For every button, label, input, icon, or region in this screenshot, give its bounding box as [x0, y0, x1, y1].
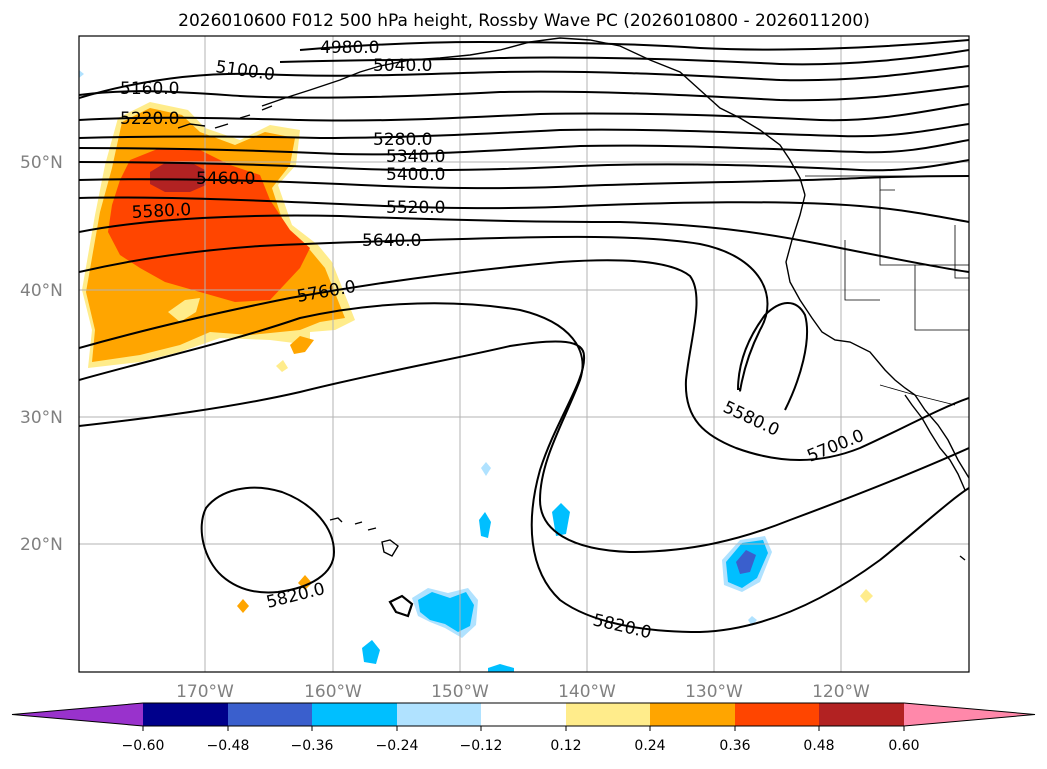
- contour-label: 5580.0: [131, 200, 191, 223]
- colorbar-tick-labels: −0.60 −0.48 −0.36 −0.24 −0.12 0.12 0.24 …: [122, 738, 920, 754]
- map-area: 4980.0 5040.0 5100.0 5160.0 5220.0 5280.…: [79, 36, 969, 672]
- contour-label: 5160.0: [120, 79, 179, 99]
- colorbar-ticks: [142, 726, 905, 731]
- contour-label: 5460.0: [196, 169, 255, 189]
- aleutian-islands: [177, 105, 273, 129]
- contour-label: 5220.0: [120, 109, 179, 129]
- contour-5520: [79, 196, 969, 223]
- contour-5820-closed: [200, 486, 336, 594]
- anomaly-fill-small-4: [237, 599, 249, 613]
- contour-label: 5280.0: [373, 130, 432, 150]
- colorbar-cell: [12, 703, 143, 726]
- longitude-labels: 170°W 160°W 150°W 140°W 130°W 120°W: [176, 682, 870, 702]
- contour-5580-trough: [737, 302, 809, 411]
- map-gridlines: [79, 36, 969, 672]
- height-contours: [79, 39, 969, 634]
- colorbar-tick-label: −0.36: [291, 738, 334, 754]
- lat-label: 30°N: [20, 408, 63, 428]
- lon-label: 170°W: [176, 682, 234, 702]
- contour-label: 5400.0: [386, 165, 445, 185]
- colorbar-tick-label: −0.60: [122, 738, 165, 754]
- contour-5100: [79, 65, 969, 99]
- contour-5220: [79, 103, 969, 122]
- colorbar-cell: [735, 703, 819, 726]
- colorbar-cell: [397, 703, 481, 726]
- contour-4980: [299, 39, 969, 51]
- lat-label: 20°N: [20, 535, 63, 555]
- contour-label: 5040.0: [373, 56, 432, 76]
- anomaly-fill-dark-red: [150, 162, 206, 192]
- contour-5760: [79, 302, 969, 554]
- anomaly-fill-mid-blue: [736, 550, 756, 574]
- latitude-labels: 50°N 40°N 30°N 20°N: [20, 153, 63, 555]
- anomaly-fill-blue-8: [748, 616, 757, 626]
- hawaii-islands: [329, 517, 399, 557]
- colorbar: −0.60 −0.48 −0.36 −0.24 −0.12 0.12 0.24 …: [11, 702, 1036, 754]
- colorbar-tick-label: 0.48: [803, 738, 834, 754]
- lon-label: 130°W: [685, 682, 743, 702]
- colorbar-cell: [904, 703, 1035, 726]
- lon-label: 140°W: [558, 682, 616, 702]
- baja-peninsula: [904, 394, 966, 491]
- colorbar-cell: [566, 703, 650, 726]
- lat-label: 40°N: [20, 281, 63, 301]
- anomaly-fill-blue-9: [79, 70, 84, 78]
- contour-5280: [79, 123, 969, 140]
- anomaly-fill-blue-3: [552, 503, 570, 536]
- negative-anomaly-shading: [79, 70, 772, 672]
- colorbar-cell: [228, 703, 312, 726]
- anomaly-fill-small-5: [860, 589, 873, 603]
- colorbar-cell: [819, 703, 904, 726]
- contour-5460: [79, 175, 969, 190]
- colorbar-tick-label: −0.24: [376, 738, 419, 754]
- map-frame: [78, 35, 970, 673]
- colorbar-tick-label: 0.12: [550, 738, 581, 754]
- contour-5400: [79, 159, 969, 172]
- lon-label: 150°W: [431, 682, 489, 702]
- contour-5640: [79, 235, 769, 392]
- positive-anomaly-shading: [82, 102, 873, 613]
- colorbar-cell: [143, 703, 228, 726]
- anomaly-fill-white-gap: [168, 298, 200, 322]
- colorbar-cell: [312, 703, 397, 726]
- colorbar-cell: [481, 703, 566, 726]
- lat-label: 50°N: [20, 153, 63, 173]
- contour-5040: [279, 49, 969, 66]
- anomaly-fill-blue-5: [362, 640, 380, 664]
- contour-5580-north: [79, 214, 969, 273]
- colorbar-tick-label: 0.60: [888, 738, 919, 754]
- colorbar-cell: [650, 703, 735, 726]
- contour-label: 5640.0: [362, 231, 421, 251]
- island-1: [388, 594, 414, 618]
- lon-label: 120°W: [812, 682, 870, 702]
- anomaly-fill-blue-6: [481, 462, 491, 476]
- island-2: [959, 555, 966, 561]
- colorbar-tick-label: −0.48: [207, 738, 250, 754]
- contour-5820: [79, 340, 969, 634]
- contour-5160: [79, 85, 969, 102]
- contour-label: 4980.0: [320, 38, 379, 58]
- contour-label: 5520.0: [386, 198, 445, 218]
- anomaly-fill-small-2: [276, 360, 288, 372]
- colorbar-tick-label: 0.24: [634, 738, 665, 754]
- contour-label: 5340.0: [386, 147, 445, 167]
- us-west-coast: [785, 194, 969, 479]
- colorbar-tick-label: 0.36: [719, 738, 750, 754]
- contour-5340: [79, 139, 969, 156]
- anomaly-fill-small-1: [290, 336, 314, 354]
- anomaly-fill-blue-4: [479, 512, 491, 538]
- contour-5700: [79, 259, 969, 461]
- figure-title: 2026010600 F012 500 hPa height, Rossby W…: [178, 11, 870, 31]
- lon-label: 160°W: [304, 682, 362, 702]
- anomaly-fill-blue-7: [488, 664, 514, 672]
- colorbar-tick-label: −0.12: [460, 738, 503, 754]
